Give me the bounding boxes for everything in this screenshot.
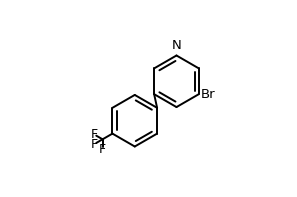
Text: Br: Br <box>201 88 216 101</box>
Text: F: F <box>99 142 106 155</box>
Text: F: F <box>91 138 98 151</box>
Text: N: N <box>172 39 181 52</box>
Text: F: F <box>91 128 98 141</box>
